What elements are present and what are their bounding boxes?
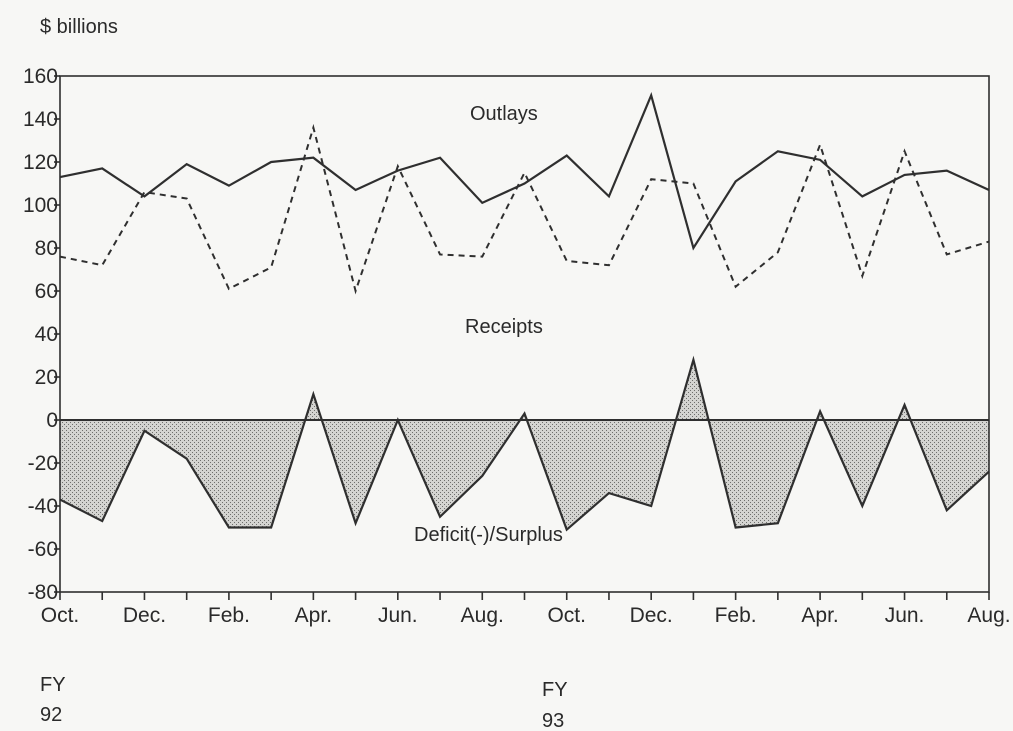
x-tick-label: Dec. <box>123 604 166 627</box>
deficit-series-label: Deficit(-)/Surplus <box>414 524 563 546</box>
series-lines-layer <box>59 91 990 532</box>
y-tick-label: 80 <box>35 237 58 260</box>
x-tick-label: Aug. <box>461 604 504 627</box>
y-tick-label: 160 <box>23 65 58 88</box>
y-tick-label: 40 <box>35 323 58 346</box>
y-tick-label: -20 <box>28 452 58 475</box>
y-tick-label: 0 <box>46 409 58 432</box>
x-tick-label: Feb. <box>715 604 757 627</box>
fy-prefix: FY <box>542 679 568 701</box>
deficit-area <box>60 359 989 530</box>
y-tick-label: -40 <box>28 495 58 518</box>
outlays-line <box>59 91 990 251</box>
fy-year: 92 <box>40 704 62 726</box>
x-tick-label: Feb. <box>208 604 250 627</box>
unit-label: $ billions <box>40 16 118 38</box>
y-tick-label: 100 <box>23 194 58 217</box>
x-tick-label: Oct. <box>547 604 586 627</box>
x-tick-label: Apr. <box>801 604 838 627</box>
y-tick-label: -60 <box>28 538 58 561</box>
fy-prefix: FY <box>40 674 66 696</box>
fiscal-year-label-93: FY 93 <box>542 679 568 731</box>
fy-year: 93 <box>542 710 564 731</box>
deficit-area-layer <box>60 359 989 530</box>
fiscal-year-label-92: FY 92 <box>40 674 66 726</box>
x-tick-label: Oct. <box>41 604 80 627</box>
y-tick-label: 140 <box>23 108 58 131</box>
x-tick-label: Dec. <box>630 604 673 627</box>
x-tick-label: Jun. <box>885 604 925 627</box>
x-tick-label: Aug. <box>967 604 1010 627</box>
x-axis-ticks: Oct. Dec. Feb. Apr. Jun. Aug. Oct. Dec. Feb. Apr.… <box>41 592 1011 627</box>
y-tick-label: 60 <box>35 280 58 303</box>
y-axis-ticks: 160 140 120 100 80 60 40 20 0 -20 -40 -60 -80 <box>23 65 60 604</box>
outlays-series-label: Outlays <box>470 103 538 125</box>
x-tick-label: Apr. <box>295 604 332 627</box>
receipts-series-label: Receipts <box>465 316 543 338</box>
y-tick-label: 20 <box>35 366 58 389</box>
y-tick-label: -80 <box>28 581 58 604</box>
x-tick-label: Jun. <box>378 604 418 627</box>
deficit-line <box>59 355 990 532</box>
receipts-line <box>59 123 990 295</box>
y-tick-label: 120 <box>23 151 58 174</box>
